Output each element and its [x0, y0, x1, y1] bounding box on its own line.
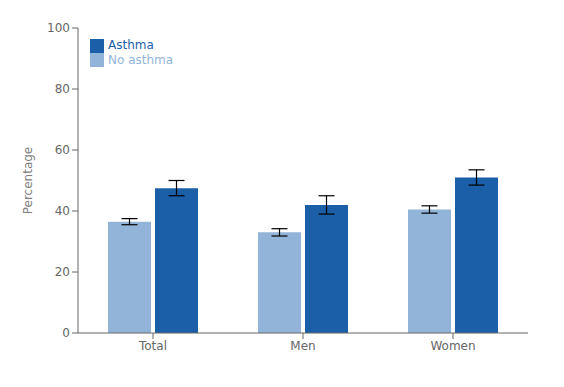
svg-text:60: 60: [55, 143, 70, 157]
svg-text:80: 80: [55, 82, 70, 96]
svg-text:100: 100: [47, 21, 70, 35]
svg-text:Men: Men: [290, 339, 315, 353]
svg-text:Women: Women: [430, 339, 475, 353]
svg-text:0: 0: [62, 326, 70, 340]
html-text:Asthma: Asthma: [108, 38, 154, 52]
svg-text:40: 40: [55, 204, 70, 218]
svg-text:20: 20: [55, 265, 70, 279]
svg-text:Total: Total: [138, 339, 167, 353]
svg-text:Percentage: Percentage: [21, 147, 35, 215]
html-text:No asthma: No asthma: [108, 52, 174, 67]
